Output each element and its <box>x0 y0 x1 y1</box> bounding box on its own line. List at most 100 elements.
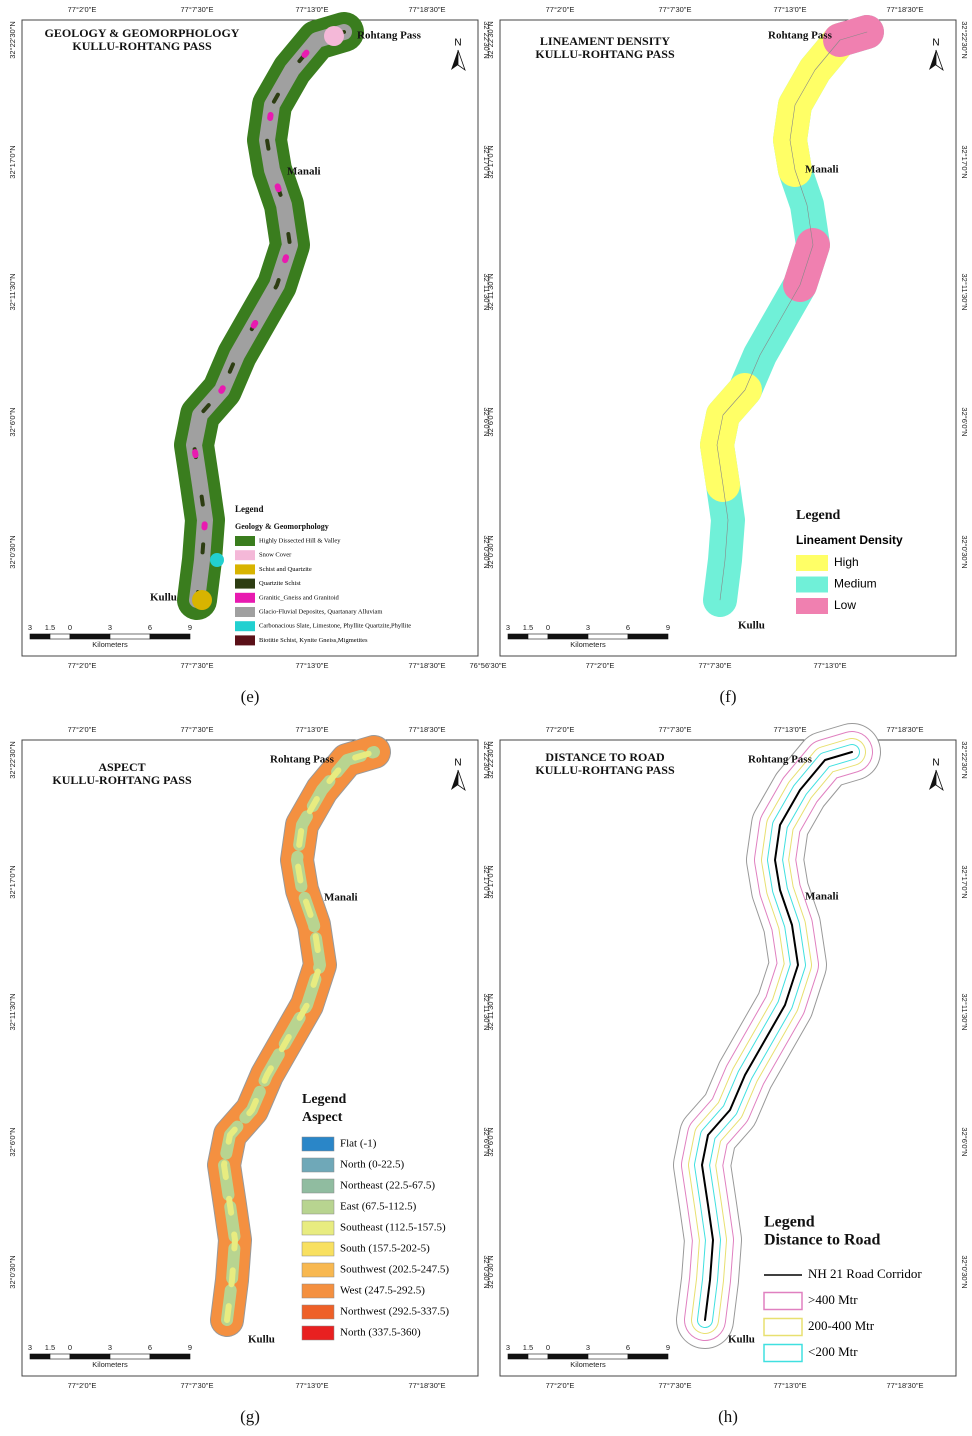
lon-label: 76°56'30"E <box>469 661 506 670</box>
legend-label: Granitic_Gneiss and Granitoid <box>259 594 340 601</box>
legend-swatch <box>764 1293 802 1310</box>
legend-label: Southwest (202.5-247.5) <box>340 1264 449 1276</box>
place-label: Manali <box>805 164 839 176</box>
legend-swatch <box>235 593 255 603</box>
lat-label: 32°6'0"N <box>8 1127 17 1156</box>
scale-unit: Kilometers <box>92 1360 128 1369</box>
scale-segment <box>110 634 150 639</box>
lon-label: 77°13'0"E <box>296 725 329 734</box>
legend-label: Quartzite Schist <box>259 580 301 587</box>
scale-segment <box>528 634 548 639</box>
place-label: Rohtang Pass <box>748 754 813 766</box>
scale-tick: 3 <box>28 1343 32 1352</box>
lon-label: 77°2'0"E <box>586 661 615 670</box>
legend-swatch <box>235 635 255 645</box>
legend-swatch <box>796 555 828 571</box>
scale-tick: 1.5 <box>523 1343 533 1352</box>
north-label: N <box>454 758 461 769</box>
panel-caption: (g) <box>240 1407 260 1426</box>
legend-label: <200 Mtr <box>808 1344 858 1359</box>
lat-label: 32°0'30"N <box>486 535 495 568</box>
scale-segment <box>628 634 668 639</box>
legend-subtitle: Aspect <box>302 1110 343 1125</box>
scale-tick: 0 <box>546 623 550 632</box>
scale-tick: 9 <box>188 1343 192 1352</box>
lat-label: 32°22'30"N <box>8 741 17 779</box>
scale-tick: 1.5 <box>523 623 533 632</box>
scale-segment <box>110 1354 150 1359</box>
lat-label: 32°11'30"N <box>960 994 969 1031</box>
lon-label: 77°13'0"E <box>814 661 847 670</box>
lon-label: 77°13'0"E <box>296 1381 329 1390</box>
lon-label: 77°2'0"E <box>68 661 97 670</box>
map-title: KULLU-ROHTANG PASS <box>535 763 675 777</box>
scale-unit: Kilometers <box>570 640 606 649</box>
legend-swatch <box>302 1284 334 1298</box>
lon-label: 77°7'30"E <box>659 5 692 14</box>
scale-tick: 3 <box>108 1343 112 1352</box>
legend-label: Northwest (292.5-337.5) <box>340 1306 449 1318</box>
scale-tick: 1.5 <box>45 1343 55 1352</box>
lat-label: 32°6'0"N <box>960 407 969 436</box>
lat-label: 32°22'30"N <box>486 741 495 779</box>
scale-unit: Kilometers <box>92 640 128 649</box>
legend-swatch <box>302 1200 334 1214</box>
scale-tick: 3 <box>506 623 510 632</box>
lon-label: 77°18'30"E <box>408 725 445 734</box>
lat-label: 32°11'30"N <box>8 274 17 311</box>
lat-label: 32°6'0"N <box>486 1127 495 1156</box>
lon-label: 77°13'0"E <box>774 5 807 14</box>
legend-swatch <box>302 1242 334 1256</box>
scale-tick: 0 <box>68 1343 72 1352</box>
map-title: GEOLOGY & GEOMORPHOLOGY <box>45 26 240 40</box>
north-label: N <box>454 38 461 49</box>
lat-label: 32°6'0"N <box>8 407 17 436</box>
scale-segment <box>508 1354 528 1359</box>
legend-label: 200-400 Mtr <box>808 1318 875 1333</box>
scale-segment <box>528 1354 548 1359</box>
lon-label: 77°2'0"E <box>68 725 97 734</box>
scale-tick: 6 <box>626 623 630 632</box>
lon-label: 77°7'30"E <box>181 1381 214 1390</box>
lon-label: 77°18'30"E <box>886 5 923 14</box>
lat-label: 32°22'30"N <box>8 21 17 59</box>
legend-label: Low <box>834 598 856 612</box>
lat-label: 32°17'0"N <box>486 865 495 898</box>
lon-label: 77°18'30"E <box>408 1381 445 1390</box>
place-label: Kullu <box>248 1334 275 1346</box>
place-label: Manali <box>324 892 358 904</box>
legend-swatch <box>302 1326 334 1340</box>
legend-label: West (247.5-292.5) <box>340 1285 425 1297</box>
legend-label: Flat (-1) <box>340 1138 377 1150</box>
legend-label: Schist and Quartzite <box>259 566 312 573</box>
scale-tick: 6 <box>148 1343 152 1352</box>
scale-segment <box>150 634 190 639</box>
lat-label: 32°0'30"N <box>8 535 17 568</box>
lon-label: 77°2'0"E <box>546 5 575 14</box>
scale-segment <box>50 634 70 639</box>
lat-label: 32°0'30"N <box>960 535 969 568</box>
schist-zone <box>192 590 212 610</box>
scale-segment <box>588 1354 628 1359</box>
legend-label: Southeast (112.5-157.5) <box>340 1222 446 1234</box>
legend-label: Carbonacious Slate, Limestone, Phyllite … <box>259 623 411 630</box>
lon-label: 77°7'30"E <box>699 661 732 670</box>
lon-label: 77°2'0"E <box>68 5 97 14</box>
map-title: KULLU-ROHTANG PASS <box>535 47 675 61</box>
map-title: LINEAMENT DENSITY <box>540 34 670 48</box>
legend-label: Medium <box>834 577 877 591</box>
place-label: Kullu <box>150 592 177 604</box>
scale-tick: 6 <box>148 623 152 632</box>
lon-label: 77°18'30"E <box>408 5 445 14</box>
legend-swatch <box>764 1345 802 1362</box>
scale-segment <box>50 1354 70 1359</box>
place-label: Rohtang Pass <box>270 754 335 766</box>
scale-tick: 9 <box>188 623 192 632</box>
lon-label: 77°2'0"E <box>546 725 575 734</box>
legend-swatch <box>235 550 255 560</box>
lat-label: 32°6'0"N <box>960 1127 969 1156</box>
lat-label: 32°17'0"N <box>8 865 17 898</box>
lat-label: 32°17'0"N <box>8 145 17 178</box>
lon-label: 77°2'0"E <box>546 1381 575 1390</box>
